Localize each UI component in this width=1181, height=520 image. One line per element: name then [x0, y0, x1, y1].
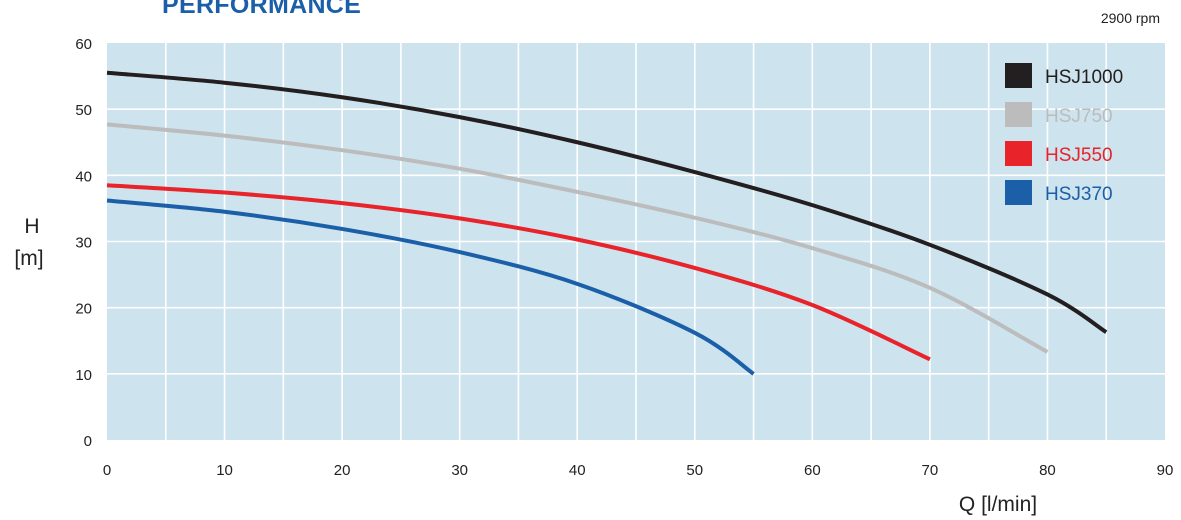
x-tick-label: 80	[1039, 462, 1056, 479]
legend-label-hsj550: HSJ550	[1045, 145, 1113, 166]
x-tick-label: 90	[1157, 462, 1174, 479]
x-tick-label: 60	[804, 462, 821, 479]
legend-swatch-hsj370	[1005, 180, 1032, 205]
y-tick-label: 50	[75, 102, 92, 119]
y-tick-label: 30	[75, 235, 92, 252]
legend-label-hsj750: HSJ750	[1045, 106, 1113, 127]
legend-swatch-hsj1000	[1005, 63, 1032, 88]
series-curve-hsj550	[106, 183, 931, 362]
x-tick-labels: 0 10 20 30 40 50 60 70 80 90	[103, 462, 1174, 479]
legend-swatch-hsj550	[1005, 141, 1032, 166]
y-tick-label: 40	[75, 168, 92, 185]
chart-title: PERFORMANCE	[162, 0, 362, 19]
y-axis-title-symbol: H	[24, 215, 39, 238]
y-tick-label: 20	[75, 301, 92, 318]
legend: HSJ1000 HSJ750 HSJ550 HSJ370	[1005, 63, 1123, 205]
x-tick-label: 10	[216, 462, 233, 479]
x-tick-label: 0	[103, 462, 111, 479]
x-tick-label: 20	[334, 462, 351, 479]
legend-swatch-hsj750	[1005, 102, 1032, 127]
x-tick-label: 50	[686, 462, 703, 479]
x-tick-label: 30	[451, 462, 468, 479]
series-curve-hsj1000	[106, 70, 1108, 334]
y-tick-label: 10	[75, 367, 92, 384]
series-curve-hsj370	[106, 198, 755, 376]
series-curve-hsj750	[106, 122, 1049, 354]
y-tick-label: 0	[84, 433, 92, 450]
speed-label: 2900 rpm	[1100, 10, 1160, 26]
x-axis-title: Q [l/min]	[959, 493, 1037, 516]
y-tick-label: 60	[75, 36, 92, 53]
y-tick-labels: 0 10 20 30 40 50 60	[75, 36, 92, 450]
legend-label-hsj1000: HSJ1000	[1045, 67, 1123, 88]
y-axis-title-unit: [m]	[14, 247, 43, 270]
x-tick-label: 70	[922, 462, 939, 479]
series-curves	[106, 70, 1108, 376]
x-tick-label: 40	[569, 462, 586, 479]
legend-label-hsj370: HSJ370	[1045, 184, 1113, 205]
